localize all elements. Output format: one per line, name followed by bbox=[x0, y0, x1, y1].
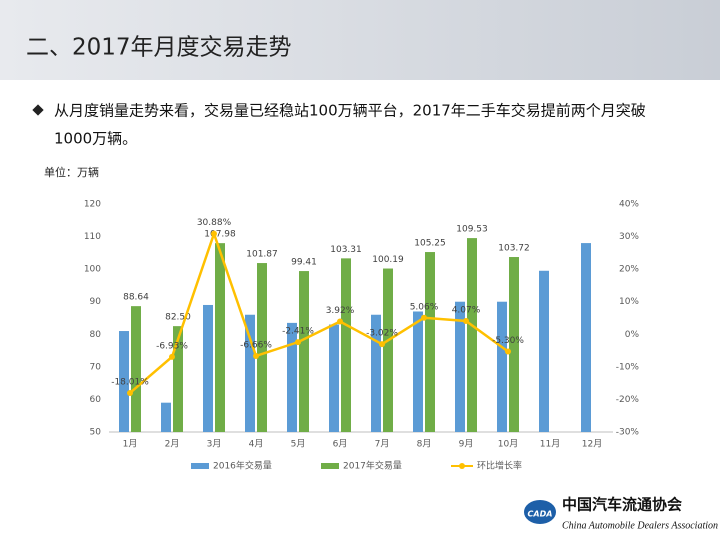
bullet-line: 1000万辆。 bbox=[54, 130, 137, 148]
rate-label: -18.01% bbox=[111, 377, 149, 387]
bar bbox=[581, 243, 591, 432]
x-tick-label: 4月 bbox=[249, 439, 264, 450]
bar-label: 107.98 bbox=[204, 230, 236, 240]
y-tick-label: 120 bbox=[84, 200, 101, 210]
slide-title: 二、2017年月度交易走势 bbox=[26, 35, 292, 61]
rate-point bbox=[127, 389, 133, 396]
rate-label: 5.06% bbox=[410, 302, 439, 312]
legend-swatch bbox=[191, 463, 209, 469]
bar bbox=[119, 331, 129, 432]
logo-name: 中国汽车流通协会 bbox=[562, 495, 682, 513]
bar bbox=[329, 324, 339, 432]
y-tick-label: 50 bbox=[90, 428, 102, 438]
legend-swatch bbox=[321, 463, 339, 469]
x-tick-label: 1月 bbox=[123, 439, 138, 450]
bar bbox=[383, 268, 393, 432]
bullet-icon bbox=[32, 104, 44, 116]
y2-tick-label: 30% bbox=[619, 232, 639, 242]
bar bbox=[467, 238, 477, 432]
y2-tick-label: -30% bbox=[616, 428, 640, 438]
y2-tick-label: -10% bbox=[616, 362, 640, 372]
bar-label: 103.72 bbox=[498, 244, 530, 254]
bar bbox=[497, 301, 507, 432]
rate-label: -3.02% bbox=[366, 329, 398, 339]
y2-tick-label: 0% bbox=[625, 330, 640, 340]
bar-label: 109.53 bbox=[456, 225, 488, 235]
bar bbox=[245, 314, 255, 432]
rate-point bbox=[463, 318, 469, 325]
rate-point bbox=[379, 341, 385, 348]
rate-label: 4.07% bbox=[452, 306, 481, 316]
unit-label: 单位：万辆 bbox=[44, 165, 99, 179]
rate-label: 3.92% bbox=[326, 306, 355, 316]
bar bbox=[539, 270, 549, 432]
bar bbox=[413, 311, 423, 432]
bar-label: 82.50 bbox=[165, 313, 191, 323]
bar-label: 105.25 bbox=[414, 239, 446, 249]
rate-point bbox=[295, 339, 301, 346]
bar-label: 99.41 bbox=[291, 258, 317, 268]
rate-point bbox=[253, 352, 259, 359]
x-tick-label: 2月 bbox=[165, 439, 180, 450]
rate-line bbox=[129, 229, 509, 394]
y-tick-label: 100 bbox=[84, 265, 101, 275]
bar bbox=[131, 306, 141, 432]
legend-label: 环比增长率 bbox=[477, 460, 522, 472]
y2-tick-label: -20% bbox=[616, 395, 640, 405]
rate-label: -5.30% bbox=[492, 336, 524, 346]
logo-icon bbox=[524, 500, 556, 524]
x-tick-label: 11月 bbox=[540, 439, 560, 450]
bar bbox=[509, 257, 519, 432]
legend-label: 2016年交易量 bbox=[213, 460, 272, 472]
bar-label: 100.19 bbox=[372, 255, 404, 265]
x-tick-label: 12月 bbox=[582, 439, 602, 450]
bar bbox=[341, 258, 351, 432]
logo-mark: CADA bbox=[528, 510, 553, 519]
legend-swatch bbox=[459, 463, 465, 469]
bar bbox=[173, 326, 183, 432]
header-band bbox=[0, 0, 720, 80]
x-tick-label: 9月 bbox=[459, 439, 474, 450]
y-tick-label: 60 bbox=[90, 395, 102, 405]
bar bbox=[455, 301, 465, 432]
y2-tick-label: 20% bbox=[619, 265, 639, 275]
bar bbox=[287, 322, 297, 432]
y2-tick-label: 10% bbox=[619, 297, 639, 307]
logo-english: China Automobile Dealers Association bbox=[562, 520, 718, 531]
bullet-line: 从月度销量走势来看，交易量已经稳站100万辆平台，2017年二手车交易提前两个月… bbox=[54, 102, 646, 120]
bar bbox=[215, 243, 225, 432]
y-tick-label: 110 bbox=[84, 232, 101, 242]
rate-point bbox=[211, 230, 217, 237]
legend-label: 2017年交易量 bbox=[343, 460, 402, 472]
y-tick-label: 70 bbox=[90, 362, 102, 372]
rate-point bbox=[505, 348, 511, 355]
bar bbox=[299, 271, 309, 432]
y2-tick-label: 40% bbox=[619, 200, 639, 210]
bar-label: 103.31 bbox=[330, 245, 362, 255]
rate-label: -6.66% bbox=[240, 340, 272, 350]
y-tick-label: 80 bbox=[90, 330, 102, 340]
x-tick-label: 8月 bbox=[417, 439, 432, 450]
x-tick-label: 5月 bbox=[291, 439, 306, 450]
bar bbox=[425, 252, 435, 432]
rate-label: 30.88% bbox=[197, 218, 232, 228]
rate-point bbox=[337, 318, 343, 325]
bar bbox=[257, 263, 267, 432]
bar bbox=[203, 304, 213, 432]
x-tick-label: 10月 bbox=[498, 439, 518, 450]
x-tick-label: 7月 bbox=[375, 439, 390, 450]
rate-point bbox=[421, 314, 427, 321]
rate-label: -6.93% bbox=[156, 341, 188, 351]
x-tick-label: 3月 bbox=[207, 439, 222, 450]
y-tick-label: 90 bbox=[90, 297, 102, 307]
rate-point bbox=[169, 353, 175, 360]
bar bbox=[371, 314, 381, 432]
x-tick-label: 6月 bbox=[333, 439, 348, 450]
bar-label: 88.64 bbox=[123, 293, 149, 303]
bar bbox=[161, 402, 171, 432]
bar-label: 101.87 bbox=[246, 250, 278, 260]
rate-label: -2.41% bbox=[282, 327, 314, 337]
